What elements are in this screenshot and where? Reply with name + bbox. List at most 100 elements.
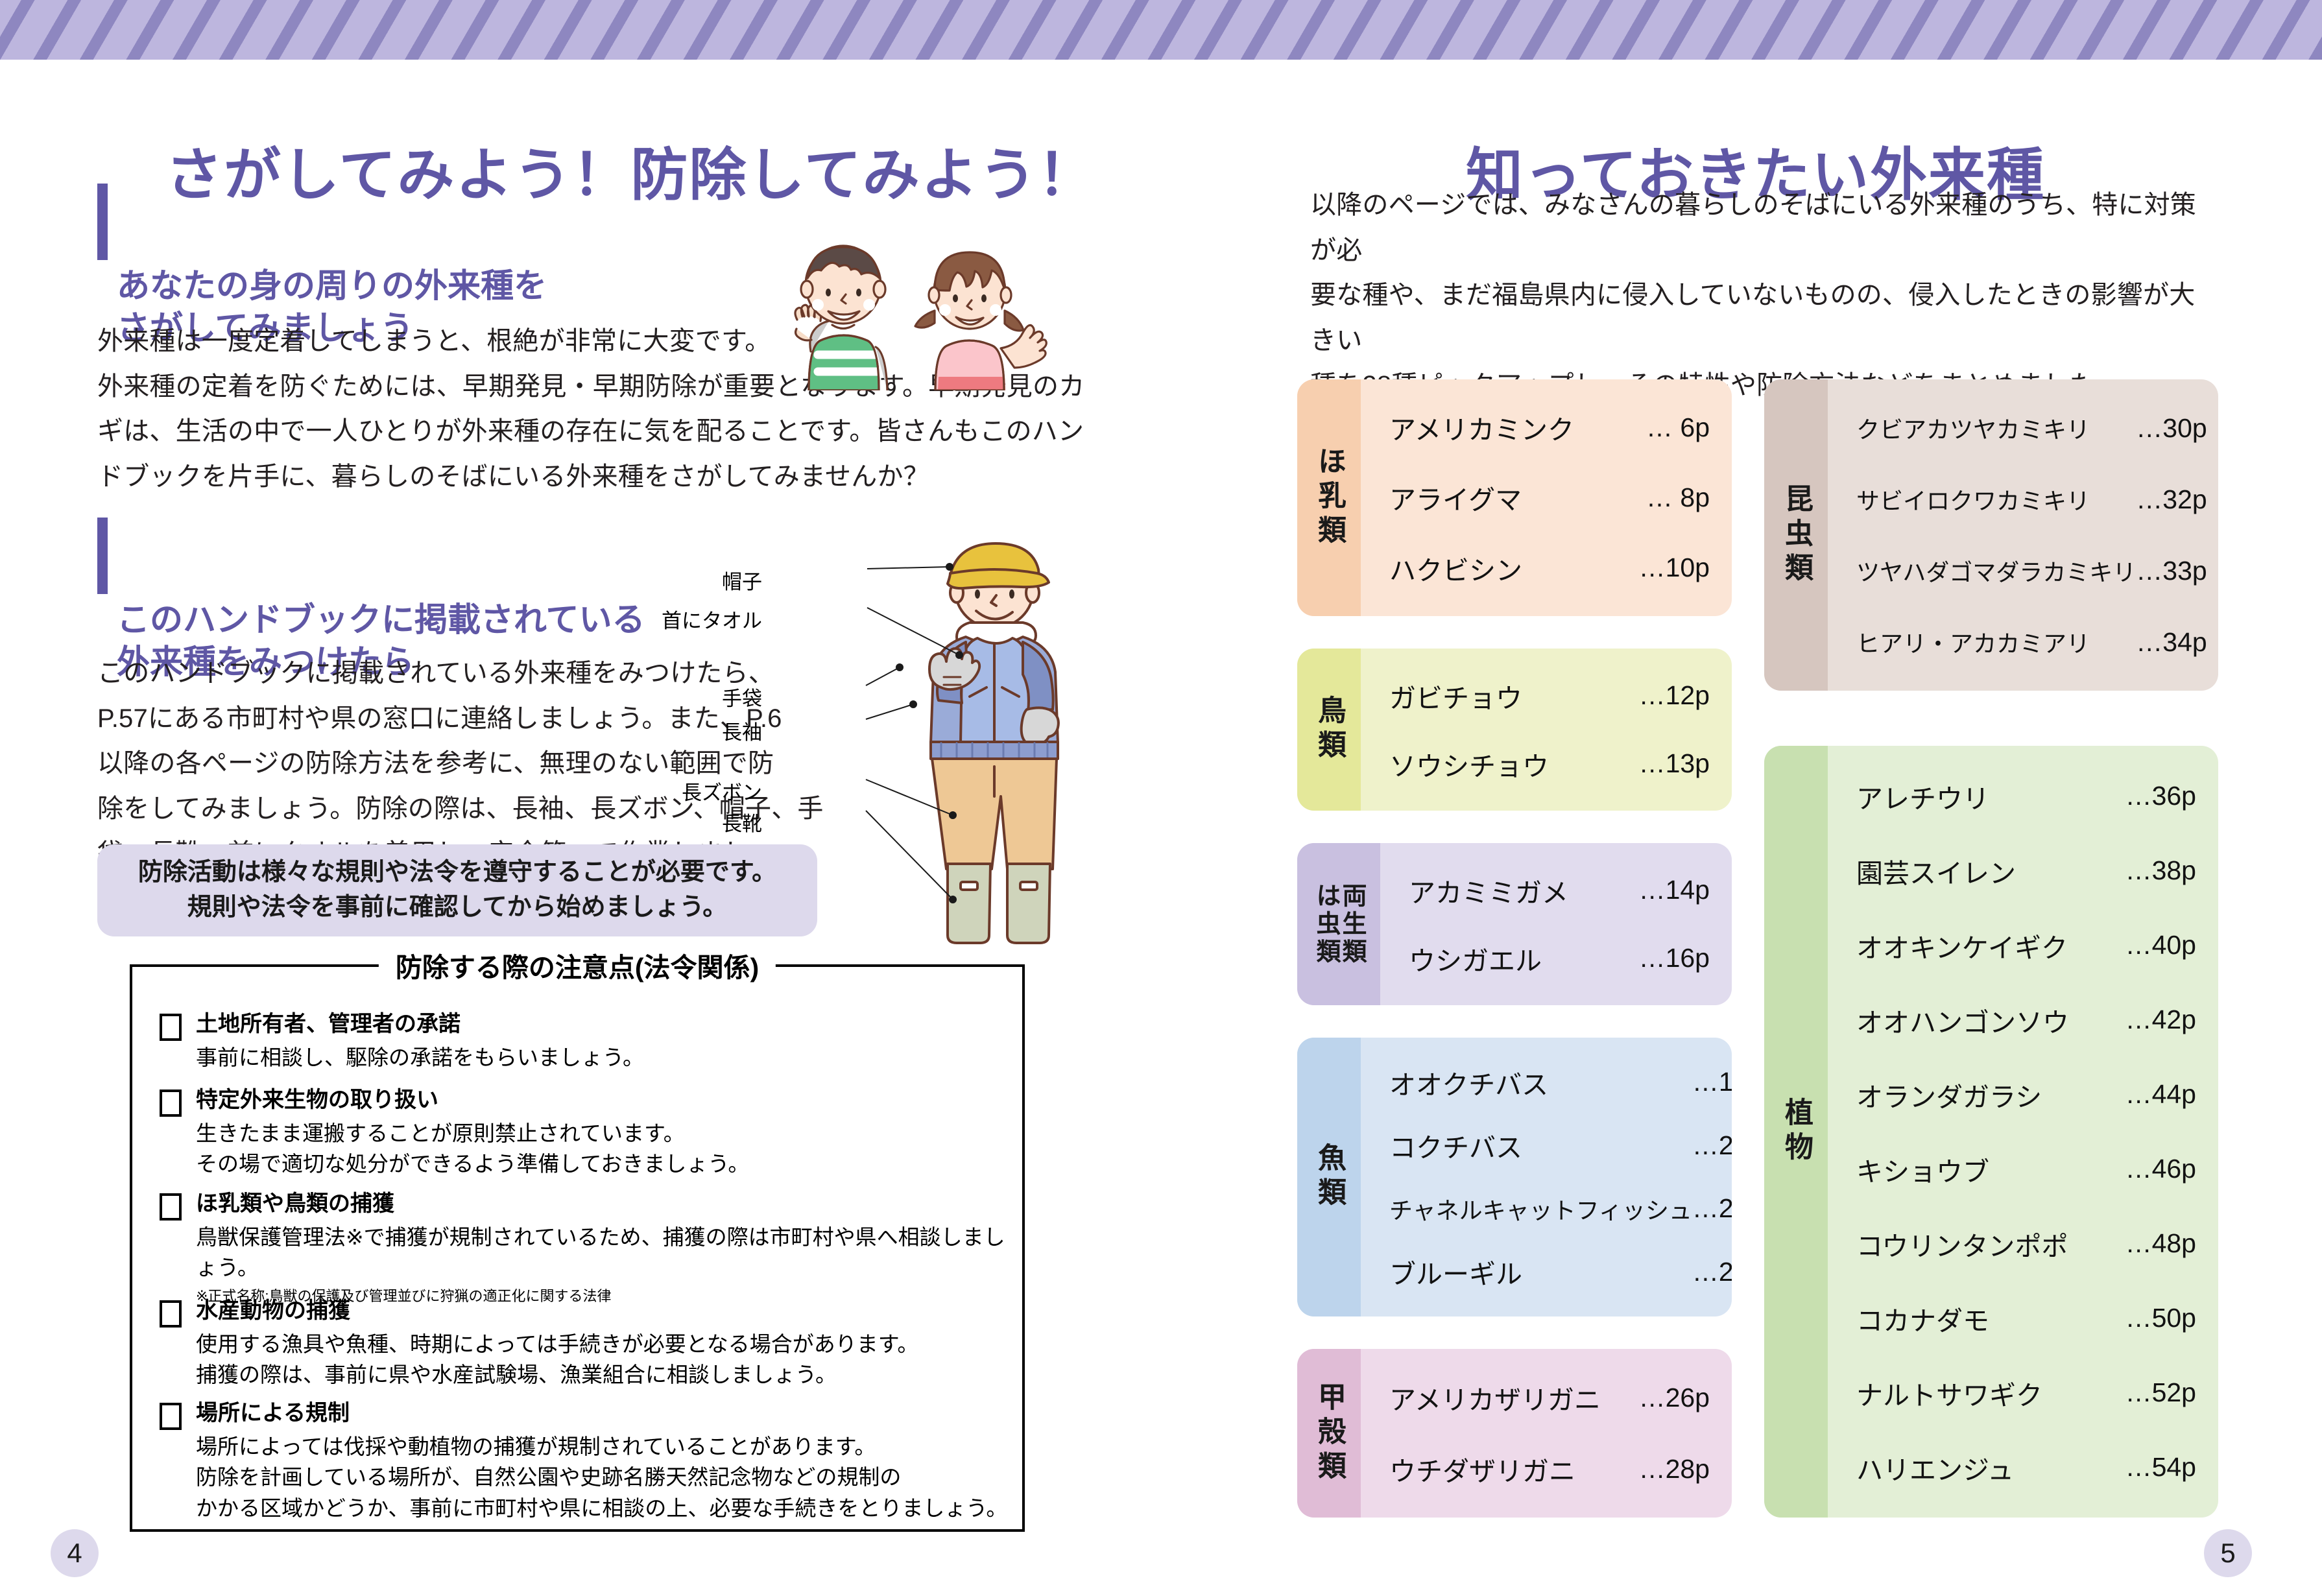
species-row[interactable]: コクチバス …20p <box>1361 1114 1732 1178</box>
category-card-fish: 魚類オオクチバス…18pコクチバス…20pチャネルキャットフィッシュ…22pブル… <box>1297 1038 1732 1316</box>
species-row[interactable]: アライグマ … 8p <box>1361 462 1732 532</box>
species-page-ref: …36p <box>2125 781 2196 811</box>
species-page-ref: …50p <box>2125 1303 2196 1333</box>
species-name: アカミミガメ <box>1409 877 1568 908</box>
species-name: オオキンケイギク <box>1856 933 2068 963</box>
species-name: オランダガラシ <box>1856 1082 2042 1112</box>
species-page-ref: …44p <box>2125 1079 2196 1109</box>
checkbox-icon[interactable] <box>160 1193 182 1221</box>
check-item-invasive-handling[interactable]: 特定外来生物の取り扱い 生きたまま運搬することが原則禁止されています。 その場で… <box>160 1087 749 1180</box>
species-page-ref: …24p <box>1692 1256 1732 1287</box>
species-name: 園芸スイレン <box>1856 858 2016 888</box>
species-row[interactable]: チャネルキャットフィッシュ…22p <box>1361 1177 1732 1241</box>
checkbox-icon[interactable] <box>160 1403 182 1430</box>
category-label-text: 魚類 <box>1313 1143 1345 1211</box>
label-neck-towel: 首にタオル <box>662 610 762 632</box>
species-row[interactable]: ウシガエル …16p <box>1380 924 1732 992</box>
species-name: チャネルキャットフィッシュ <box>1389 1197 1692 1224</box>
species-row[interactable]: サビイロクワカミキリ …32p <box>1828 464 2218 535</box>
species-row[interactable]: ハクビシン …10p <box>1361 533 1732 603</box>
page-number-right: 5 <box>2204 1529 2252 1577</box>
species-name: ツヤハダゴマダラカミキリ <box>1856 559 2136 586</box>
category-label-text: 鳥類 <box>1313 695 1345 764</box>
species-page-ref: …16p <box>1638 943 1710 973</box>
species-name: コカナダモ <box>1856 1305 1989 1336</box>
check-item-mammal-bird-capture[interactable]: ほ乳類や鳥類の捕獲 鳥獣保護管理法※で捕獲が規制されているため、捕獲の際は市町村… <box>160 1191 1022 1305</box>
check-item-body: 場所によっては伐採や動植物の捕獲が規制されていることがあります。 防除を計画して… <box>196 1434 1008 1520</box>
species-name: アメリカザリガニ <box>1389 1385 1601 1415</box>
species-row[interactable]: ツヤハダゴマダラカミキリ …33p <box>1828 535 2218 606</box>
category-card-mammals: ほ乳類 アメリカミンク … 6p アライグマ … 8p ハクビシン …10p <box>1297 379 1732 616</box>
species-name: サビイロクワカミキリ <box>1856 488 2090 514</box>
species-name: コクチバス <box>1389 1133 1522 1163</box>
check-item-location-regulation[interactable]: 場所による規制 場所によっては伐採や動植物の捕獲が規制されていることがあります。… <box>160 1400 1007 1523</box>
species-row[interactable]: オオクチバス …18p <box>1361 1051 1732 1114</box>
species-row[interactable]: ガビチョウ …12p <box>1361 661 1732 730</box>
label-long-trousers: 長ズボン <box>682 781 762 804</box>
category-label-crustaceans: 甲殻類 <box>1297 1349 1361 1518</box>
species-name: ウシガエル <box>1409 946 1542 976</box>
species-row[interactable]: オオハンゴンソウ …42p <box>1828 983 2218 1057</box>
category-label-text: 植物 <box>1780 1097 1812 1166</box>
page-title-right: 知っておきたい外来種 <box>1466 142 2045 207</box>
species-row[interactable]: オランダガラシ …44p <box>1828 1057 2218 1132</box>
left-page: さがしてみよう！防除してみよう！ あなたの身の周りの外来種を さがしてみましょう… <box>0 60 1161 1596</box>
check-item-landowner-consent[interactable]: 土地所有者、管理者の承諾 事前に相談し、駆除の承諾をもらいましょう。 <box>160 1011 644 1073</box>
label-long-sleeves: 長袖 <box>722 721 762 744</box>
checkbox-icon[interactable] <box>160 1090 182 1117</box>
species-page-ref: …32p <box>2136 484 2207 514</box>
species-row[interactable]: キショウブ …46p <box>1828 1132 2218 1206</box>
species-page-ref: …52p <box>2125 1377 2196 1407</box>
heading-accent-bar <box>97 518 108 594</box>
species-row[interactable]: コウリンタンポポ …48p <box>1828 1206 2218 1281</box>
species-page-ref: …18p <box>1692 1067 1732 1097</box>
category-rows: オオクチバス…18pコクチバス…20pチャネルキャットフィッシュ…22pブルーギ… <box>1361 1038 1732 1316</box>
species-name: キショウブ <box>1856 1156 1989 1187</box>
check-item-title: ほ乳類や鳥類の捕獲 <box>196 1191 394 1216</box>
category-card-crustaceans: 甲殻類 アメリカザリガニ …26p ウチダザリガニ …28p <box>1297 1349 1732 1518</box>
species-name: クビアカツヤカミキリ <box>1856 416 2090 443</box>
species-row[interactable]: コカナダモ …50p <box>1828 1281 2218 1355</box>
species-row[interactable]: ナルトサワギク …52p <box>1828 1355 2218 1430</box>
species-row[interactable]: ウチダザリガニ …28p <box>1361 1433 1732 1505</box>
checkbox-icon[interactable] <box>160 1014 182 1041</box>
check-item-title: 場所による規制 <box>196 1401 350 1425</box>
kids-illustration <box>794 244 1047 390</box>
species-row[interactable]: オオキンケイギク …40p <box>1828 908 2218 983</box>
species-row[interactable]: アカミミガメ …14p <box>1380 856 1732 924</box>
species-row[interactable]: クビアカツヤカミキリ …30p <box>1828 392 2218 464</box>
label-cap: 帽子 <box>722 571 762 593</box>
check-item-body: 使用する漁具や魚種、時期によっては手続きが必要となる場合があります。 捕獲の際は… <box>196 1331 919 1387</box>
species-row[interactable]: ブルーギル …24p <box>1361 1241 1732 1304</box>
species-row[interactable]: ハリエンジュ …54p <box>1828 1430 2218 1505</box>
section-heading-find-around-you: あなたの身の周りの外来種を さがしてみましょう <box>97 180 547 349</box>
species-page-ref: …22p <box>1692 1193 1732 1224</box>
right-intro-paragraph: 以降のページでは、みなさんの暮らしのそばにいる外来種のうち、特に対策が必 要な種… <box>1310 191 2196 399</box>
category-label-text: 甲殻類 <box>1313 1381 1345 1485</box>
species-row[interactable]: アメリカミンク … 6p <box>1361 392 1732 462</box>
species-page-ref: …33p <box>2136 555 2207 586</box>
notice-line-2: 規則や法令を事前に確認してから始めましょう。 <box>187 894 728 921</box>
species-row[interactable]: アメリカザリガニ …26p <box>1361 1362 1732 1433</box>
checkbox-icon[interactable] <box>160 1300 182 1328</box>
category-label-text: 昆虫類 <box>1780 483 1812 587</box>
category-rows: アメリカミンク … 6p アライグマ … 8p ハクビシン …10p <box>1361 379 1732 616</box>
species-page-ref: …34p <box>2136 626 2207 657</box>
species-row[interactable]: 園芸スイレン …38p <box>1828 833 2218 908</box>
species-row[interactable]: ヒアリ・アカカミアリ …34p <box>1828 606 2218 678</box>
category-rows: ガビチョウ …12p ソウシチョウ …13p <box>1361 649 1732 811</box>
species-row[interactable]: アレチウリ …36p <box>1828 759 2218 833</box>
check-item-aquatic-capture[interactable]: 水産動物の捕獲 使用する漁具や魚種、時期によっては手続きが必要となる場合がありま… <box>160 1298 918 1390</box>
species-page-ref: …48p <box>2125 1228 2196 1258</box>
category-label-plants: 植物 <box>1764 746 1828 1518</box>
species-page-ref: …14p <box>1638 875 1710 905</box>
label-boots: 長靴 <box>722 813 762 835</box>
species-page-ref: …42p <box>2125 1005 2196 1034</box>
check-item-body: 鳥獣保護管理法※で捕獲が規制されているため、捕獲の際は市町村や県へ相談しましょう… <box>196 1224 1005 1280</box>
category-rows: クビアカツヤカミキリ …30p サビイロクワカミキリ …32p ツヤハダゴマダラカミキリ… <box>1828 379 2218 691</box>
species-row[interactable]: ソウシチョウ …13p <box>1361 730 1732 798</box>
species-name: オオハンゴンソウ <box>1856 1007 2069 1038</box>
check-item-title: 土地所有者、管理者の承諾 <box>196 1012 461 1036</box>
species-page-ref: …46p <box>2125 1154 2196 1184</box>
section-heading-if-you-find: このハンドブックに掲載されている 外来種をみつけたら <box>97 514 645 683</box>
